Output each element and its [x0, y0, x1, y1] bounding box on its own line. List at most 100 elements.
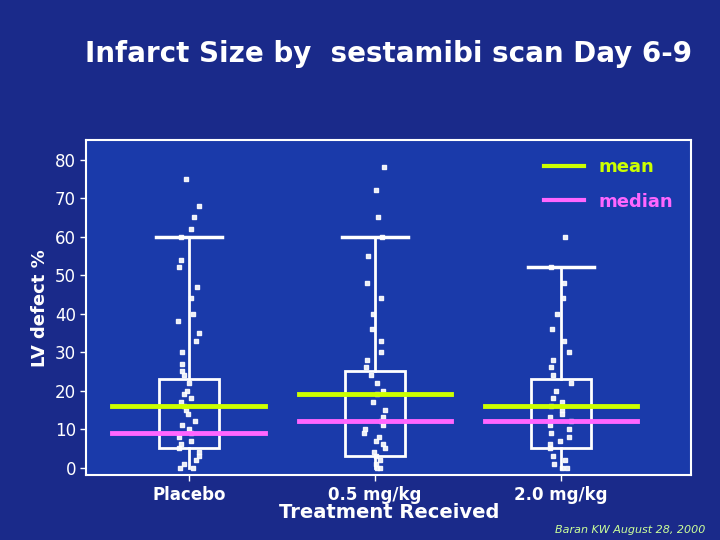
Text: Infarct Size by  sestamibi scan Day 6-9: Infarct Size by sestamibi scan Day 6-9 [85, 40, 693, 68]
Point [174, 444, 185, 453]
Point [546, 451, 558, 460]
Point [375, 417, 387, 426]
Y-axis label: LV defect %: LV defect % [31, 249, 49, 367]
Point [544, 413, 556, 422]
Point [179, 460, 190, 468]
Point [370, 436, 382, 445]
Point [561, 463, 572, 472]
Point [194, 451, 205, 460]
Point [176, 421, 188, 429]
Point [558, 336, 570, 345]
Point [190, 336, 202, 345]
Point [194, 328, 205, 337]
Point [175, 232, 186, 241]
Point [545, 429, 557, 437]
Point [557, 294, 569, 302]
Point [565, 379, 577, 387]
Point [176, 367, 187, 376]
Point [377, 232, 388, 241]
Point [365, 371, 377, 380]
Point [375, 294, 387, 302]
Point [362, 252, 374, 260]
Point [549, 460, 560, 468]
Point [559, 279, 570, 287]
Point [179, 371, 190, 380]
Point [371, 463, 382, 472]
Point [545, 263, 557, 272]
Point [366, 325, 378, 333]
Point [377, 386, 389, 395]
Point [360, 424, 372, 433]
Point [361, 279, 372, 287]
Text: Baran KW August 28, 2000: Baran KW August 28, 2000 [555, 524, 706, 535]
Point [175, 255, 186, 264]
Point [172, 317, 184, 326]
Point [175, 398, 186, 407]
Point [179, 402, 190, 410]
Point [557, 406, 568, 414]
Point [550, 386, 562, 395]
Legend: mean, median: mean, median [536, 150, 682, 220]
Point [185, 294, 197, 302]
Point [174, 463, 186, 472]
Point [559, 232, 571, 241]
Point [544, 444, 556, 453]
Point [546, 363, 557, 372]
Bar [531, 379, 590, 448]
Point [184, 424, 195, 433]
Point [377, 413, 389, 422]
Point [559, 455, 570, 464]
Point [359, 429, 370, 437]
Point [546, 402, 557, 410]
Point [370, 186, 382, 195]
Point [179, 390, 190, 399]
Point [557, 463, 568, 472]
Point [370, 451, 382, 460]
Point [193, 448, 204, 456]
Point [563, 348, 575, 356]
Point [546, 325, 558, 333]
Point [185, 225, 197, 233]
Point [187, 463, 199, 472]
Bar [345, 372, 405, 456]
Point [375, 336, 387, 345]
Point [544, 421, 556, 429]
Point [563, 433, 575, 441]
Point [176, 359, 187, 368]
Point [173, 263, 184, 272]
Point [184, 379, 195, 387]
Point [367, 398, 379, 407]
Point [547, 394, 559, 402]
Point [374, 463, 386, 472]
Point [193, 201, 204, 210]
Point [374, 433, 385, 441]
Point [552, 309, 563, 318]
Point [361, 355, 373, 364]
Point [374, 455, 386, 464]
Point [548, 355, 559, 364]
Point [545, 440, 557, 449]
Point [370, 460, 382, 468]
Point [190, 455, 202, 464]
Point [554, 436, 566, 445]
Point [368, 309, 379, 318]
Point [372, 213, 384, 222]
Point [563, 424, 575, 433]
Point [173, 433, 184, 441]
Point [372, 390, 383, 399]
Point [185, 429, 197, 437]
Point [186, 394, 197, 402]
Point [379, 444, 391, 453]
Point [189, 417, 201, 426]
Point [181, 386, 193, 395]
Point [378, 163, 390, 172]
Point [188, 309, 199, 318]
Point [565, 417, 577, 426]
Point [180, 406, 192, 414]
Point [369, 448, 380, 456]
Point [176, 348, 188, 356]
Point [556, 398, 567, 407]
Point [361, 363, 372, 372]
Bar [159, 379, 219, 448]
Point [188, 213, 199, 222]
